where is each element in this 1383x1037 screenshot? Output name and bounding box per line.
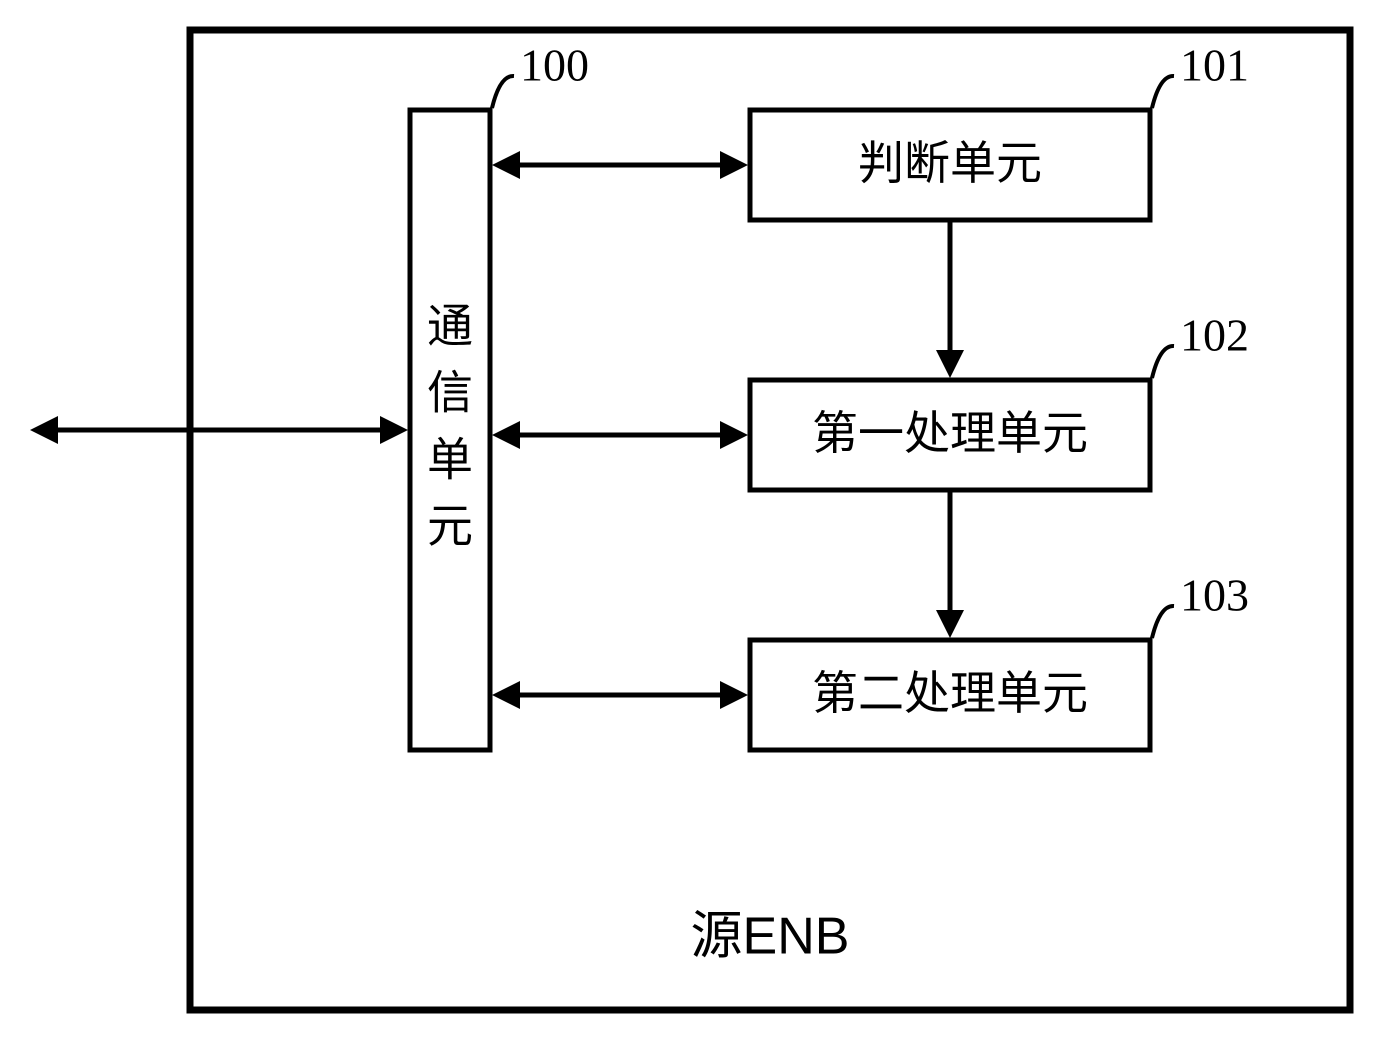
ref-label-101: 101 bbox=[1180, 40, 1249, 91]
box-proc1-label: 第一处理单元 bbox=[812, 407, 1088, 459]
ref-label-102: 102 bbox=[1180, 310, 1249, 361]
ref-label-100: 100 bbox=[520, 40, 589, 91]
box-comm bbox=[410, 110, 490, 750]
box-judge-label: 判断单元 bbox=[858, 137, 1042, 189]
arrow-head-icon bbox=[30, 416, 58, 444]
box-proc2-label: 第二处理单元 bbox=[812, 667, 1088, 719]
ref-label-103: 103 bbox=[1180, 570, 1249, 621]
diagram-title: 源ENB bbox=[691, 908, 850, 966]
